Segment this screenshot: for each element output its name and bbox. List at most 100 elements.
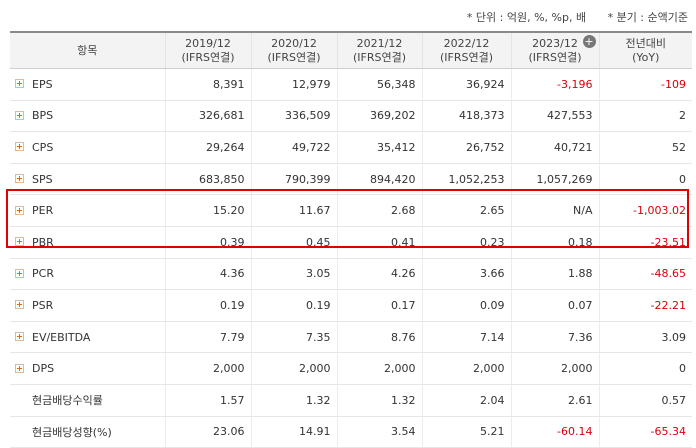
value-cell: 1,052,253 (421, 163, 511, 196)
row-label-cell[interactable]: PBR (10, 226, 165, 259)
value-cell: 1,057,269 (510, 163, 599, 196)
yoy-cell: -109 (598, 68, 692, 101)
expand-plus-icon[interactable] (15, 332, 24, 342)
unit-notes: * 단위 : 억원, %, %p, 배 * 분기 : 순액기준 (449, 9, 688, 25)
value-cell: 2.68 (336, 194, 422, 227)
value-cell: 15.20 (164, 194, 251, 227)
value-cell: 2,000 (250, 352, 337, 385)
value-cell: 418,373 (421, 100, 511, 133)
value-cell: 2.04 (421, 384, 511, 417)
row-label: PCR (32, 267, 54, 281)
value-cell: 0.07 (510, 289, 599, 322)
expand-plus-icon[interactable] (15, 268, 24, 278)
yoy-cell: 52 (598, 131, 692, 164)
value-cell: -60.14 (510, 416, 599, 448)
value-cell: 56,348 (336, 68, 422, 101)
value-cell: 7.14 (421, 321, 511, 354)
value-cell: 683,850 (164, 163, 251, 196)
value-cell: 427,553 (510, 100, 599, 133)
value-cell: N/A (510, 194, 599, 227)
value-cell: 3.05 (250, 258, 337, 291)
row-label-cell[interactable]: BPS (10, 100, 165, 133)
value-cell: 5.21 (421, 416, 511, 448)
value-cell: 2,000 (164, 352, 251, 385)
header-period-2023: 2023/12 (IFRS연결) + (510, 32, 599, 69)
row-label-cell[interactable]: EPS (10, 68, 165, 101)
expand-plus-icon[interactable] (15, 300, 24, 310)
value-cell: 3.54 (336, 416, 422, 448)
yoy-cell: -1,003.02 (598, 194, 692, 227)
value-cell: 0.09 (421, 289, 511, 322)
header-item: 항목 (10, 32, 165, 69)
value-cell: 0.41 (336, 226, 422, 259)
value-cell: -3,196 (510, 68, 599, 101)
row-label: EV/EBITDA (32, 330, 91, 344)
table-row: SPS 683,850 790,399 894,420 1,052,253 1,057,2… (10, 163, 692, 196)
value-cell: 0.23 (421, 226, 511, 259)
table-row: EPS 8,391 12,979 56,348 36,924 -3,196 -109 (10, 68, 692, 101)
header-period-2021: 2021/12 (IFRS연결) (336, 32, 422, 69)
value-cell: 0.19 (164, 289, 251, 322)
row-label-cell[interactable]: DPS (10, 352, 165, 385)
row-label: CPS (32, 140, 54, 154)
row-label: EPS (32, 77, 53, 91)
row-label-cell[interactable]: CPS (10, 131, 165, 164)
expand-plus-icon[interactable] (15, 110, 24, 120)
value-cell: 1.32 (336, 384, 422, 417)
expand-plus-icon[interactable] (15, 142, 24, 152)
row-label-cell[interactable]: PSR (10, 289, 165, 322)
header-period-2020: 2020/12 (IFRS연결) (250, 32, 337, 69)
row-label-cell[interactable]: SPS (10, 163, 165, 196)
financial-ratio-table: 항목 2019/12 (IFRS연결) 2020/12 (IFRS연결) 2021/… (10, 31, 692, 448)
table-row: BPS 326,681 336,509 369,202 418,373 427,553 2 (10, 100, 692, 133)
yoy-cell: 2 (598, 100, 692, 133)
table-header-row: 항목 2019/12 (IFRS연결) 2020/12 (IFRS연결) 2021/… (10, 32, 692, 69)
table-row: EV/EBITDA 7.79 7.35 8.76 7.14 7.36 3.09 (10, 321, 692, 354)
value-cell: 40,721 (510, 131, 599, 164)
value-cell: 3.66 (421, 258, 511, 291)
row-label: 현금배당성향(%) (32, 425, 112, 439)
table-row: PCR 4.36 3.05 4.26 3.66 1.88 -48.65 (10, 258, 692, 291)
value-cell: 369,202 (336, 100, 422, 133)
row-label-cell[interactable]: EV/EBITDA (10, 321, 165, 354)
value-cell: 2.61 (510, 384, 599, 417)
row-label: SPS (32, 172, 53, 186)
table-row: 현금배당성향(%) 23.06 14.91 3.54 5.21 -60.14 -65.34 (10, 416, 692, 448)
value-cell: 1.57 (164, 384, 251, 417)
table-row: PSR 0.19 0.19 0.17 0.09 0.07 -22.21 (10, 289, 692, 322)
value-cell: 0.19 (250, 289, 337, 322)
row-label-cell[interactable]: PCR (10, 258, 165, 291)
expand-plus-icon[interactable] (15, 205, 24, 215)
table-row: DPS 2,000 2,000 2,000 2,000 2,000 0 (10, 352, 692, 385)
value-cell: 8.76 (336, 321, 422, 354)
value-cell: 35,412 (336, 131, 422, 164)
value-cell: 2.65 (421, 194, 511, 227)
value-cell: 336,509 (250, 100, 337, 133)
row-label: 현금배당수익률 (32, 394, 103, 408)
yoy-cell: 0 (598, 352, 692, 385)
row-label-cell: 현금배당수익률 (10, 384, 165, 417)
add-column-icon[interactable]: + (582, 35, 596, 48)
value-cell: 4.26 (336, 258, 422, 291)
row-label-cell: 현금배당성향(%) (10, 416, 165, 448)
table-row: PER 15.20 11.67 2.68 2.65 N/A -1,003.02 (10, 194, 692, 227)
row-label: PBR (32, 235, 54, 249)
value-cell: 12,979 (250, 68, 337, 101)
yoy-cell: 0 (598, 163, 692, 196)
yoy-cell: -22.21 (598, 289, 692, 322)
header-period-2022: 2022/12 (IFRS연결) (421, 32, 511, 69)
value-cell: 7.36 (510, 321, 599, 354)
row-label-cell[interactable]: PER (10, 194, 165, 227)
expand-plus-icon[interactable] (15, 79, 24, 89)
expand-plus-icon[interactable] (15, 237, 24, 247)
value-cell: 7.79 (164, 321, 251, 354)
value-cell: 2,000 (510, 352, 599, 385)
expand-plus-icon[interactable] (15, 363, 24, 373)
value-cell: 0.45 (250, 226, 337, 259)
value-cell: 326,681 (164, 100, 251, 133)
value-cell: 7.35 (250, 321, 337, 354)
yoy-cell: 0.57 (598, 384, 692, 417)
expand-plus-icon[interactable] (15, 174, 24, 184)
yoy-cell: -48.65 (598, 258, 692, 291)
value-cell: 36,924 (421, 68, 511, 101)
